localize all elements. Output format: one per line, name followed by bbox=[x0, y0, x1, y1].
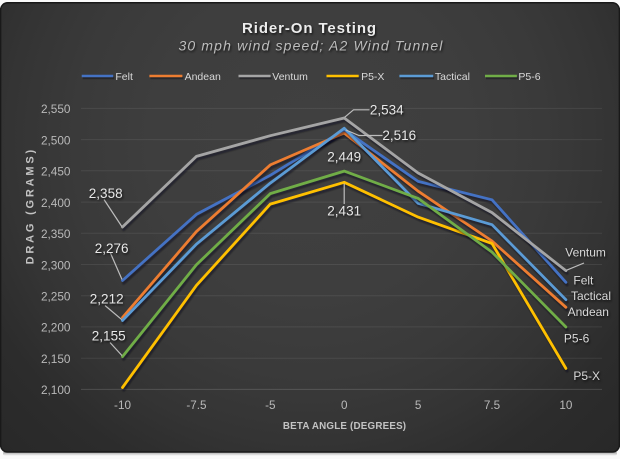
svg-text:2,431: 2,431 bbox=[327, 204, 361, 219]
svg-text:2,200: 2,200 bbox=[41, 321, 71, 335]
svg-text:5: 5 bbox=[415, 399, 422, 412]
svg-text:Ventum: Ventum bbox=[565, 245, 606, 259]
svg-text:2,350: 2,350 bbox=[41, 227, 71, 241]
svg-text:10: 10 bbox=[559, 399, 573, 412]
svg-text:Tactical: Tactical bbox=[571, 289, 611, 303]
svg-text:P5-6: P5-6 bbox=[518, 71, 540, 83]
svg-text:2,550: 2,550 bbox=[41, 102, 71, 116]
svg-text:DRAG (GRAMS): DRAG (GRAMS) bbox=[25, 147, 37, 264]
svg-text:2,516: 2,516 bbox=[382, 128, 416, 143]
svg-text:2,500: 2,500 bbox=[41, 133, 71, 147]
svg-text:-10: -10 bbox=[114, 399, 131, 412]
svg-text:BETA ANGLE (DEGREES): BETA ANGLE (DEGREES) bbox=[283, 421, 406, 432]
svg-text:2,155: 2,155 bbox=[92, 329, 126, 344]
svg-text:2,450: 2,450 bbox=[41, 165, 71, 179]
svg-text:Felt: Felt bbox=[115, 71, 133, 83]
svg-text:2,150: 2,150 bbox=[41, 352, 71, 366]
svg-text:0: 0 bbox=[341, 399, 348, 412]
svg-text:P5-6: P5-6 bbox=[564, 331, 590, 345]
svg-text:2,212: 2,212 bbox=[90, 292, 124, 307]
svg-text:2,250: 2,250 bbox=[41, 290, 71, 304]
svg-text:Andean: Andean bbox=[568, 305, 609, 319]
svg-text:2,400: 2,400 bbox=[41, 196, 71, 210]
svg-text:Rider-On Testing: Rider-On Testing bbox=[242, 20, 377, 37]
svg-text:Ventum: Ventum bbox=[272, 71, 308, 83]
svg-text:7.5: 7.5 bbox=[484, 399, 501, 412]
svg-text:P5-X: P5-X bbox=[573, 369, 600, 383]
svg-text:2,358: 2,358 bbox=[89, 186, 123, 201]
svg-text:-5: -5 bbox=[265, 399, 276, 412]
svg-text:2,276: 2,276 bbox=[95, 241, 129, 256]
svg-text:P5-X: P5-X bbox=[361, 71, 384, 83]
svg-text:Tactical: Tactical bbox=[435, 71, 470, 83]
svg-text:Felt: Felt bbox=[573, 274, 594, 288]
svg-text:2,449: 2,449 bbox=[327, 150, 361, 165]
svg-text:2,534: 2,534 bbox=[370, 102, 404, 117]
svg-text:30 mph wind speed; A2 Wind Tun: 30 mph wind speed; A2 Wind Tunnel bbox=[178, 38, 443, 54]
svg-text:-7.5: -7.5 bbox=[186, 399, 207, 412]
svg-text:2,300: 2,300 bbox=[41, 258, 71, 272]
svg-text:2,100: 2,100 bbox=[41, 383, 71, 397]
svg-text:Andean: Andean bbox=[185, 71, 221, 83]
